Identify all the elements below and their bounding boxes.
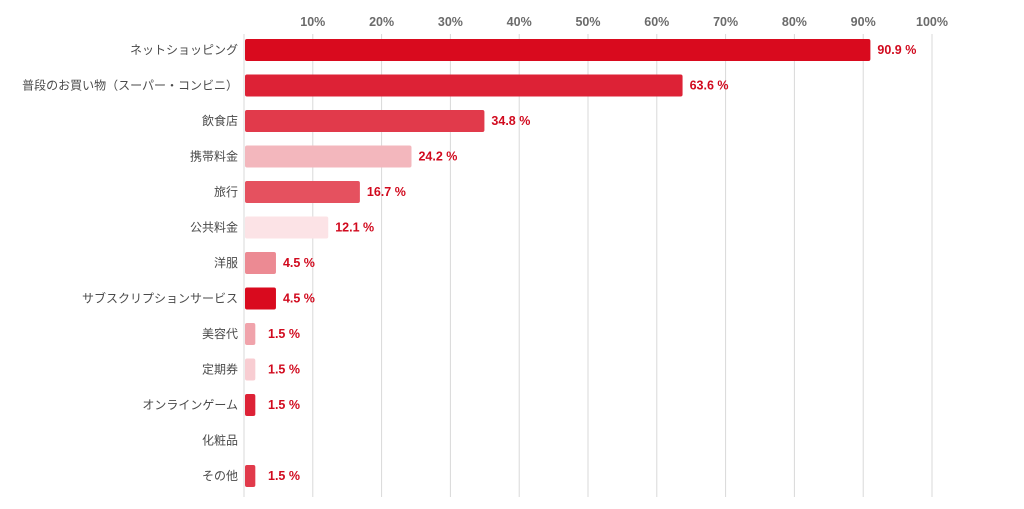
category-label: 飲食店 (202, 113, 238, 128)
category-label: サブスクリプションサービス (82, 291, 238, 306)
bar (245, 74, 683, 97)
data-label: 90.9 % (877, 43, 916, 57)
x-tick-label: 30% (438, 15, 463, 29)
data-label: 24.2 % (418, 150, 457, 164)
x-tick-label: 40% (507, 15, 532, 29)
category-label: 旅行 (214, 185, 238, 199)
category-label: 美容代 (202, 326, 238, 341)
bar (245, 287, 276, 310)
category-label: オンラインゲーム (142, 398, 238, 412)
data-labels: 90.9 % 63.6 % 34.8 % 24.2 % 16.7 % 12.1 % 4.5 … (268, 43, 916, 483)
data-label: 1.5 % (268, 327, 300, 341)
category-label: 公共料金 (190, 220, 238, 235)
x-tick-label: 100% (916, 15, 948, 29)
bar (245, 216, 329, 239)
data-label: 12.1 % (335, 221, 374, 235)
category-label: 定期券 (202, 362, 238, 377)
bar (245, 181, 360, 203)
x-tick-label: 20% (369, 15, 394, 29)
category-label: 化粧品 (202, 434, 238, 448)
bar (245, 110, 485, 132)
bar (245, 145, 412, 168)
data-label: 63.6 % (690, 79, 729, 93)
category-label: ネットショッピング (130, 43, 238, 57)
gridlines (243, 34, 933, 497)
x-tick-label: 60% (644, 15, 669, 29)
category-label: その他 (202, 469, 238, 483)
x-tick-label: 70% (713, 15, 738, 29)
data-label: 1.5 % (268, 363, 300, 377)
x-tick-label: 10% (300, 15, 325, 29)
bar (245, 323, 256, 345)
data-label: 1.5 % (268, 469, 300, 483)
data-label: 16.7 % (367, 185, 406, 199)
x-tick-label: 90% (851, 15, 876, 29)
data-label: 34.8 % (491, 114, 530, 128)
category-label: 普段のお買い物（スーパー・コンビニ） (22, 78, 238, 93)
category-label: 洋服 (214, 255, 238, 270)
data-label: 1.5 % (268, 398, 300, 412)
bar (245, 358, 256, 381)
data-label: 4.5 % (283, 256, 315, 270)
bar (245, 39, 871, 61)
x-tick-label: 80% (782, 15, 807, 29)
data-label: 4.5 % (283, 292, 315, 306)
x-tick-label: 50% (575, 15, 600, 29)
category-label: 携帯料金 (190, 149, 238, 164)
bar (245, 465, 256, 487)
bar (245, 394, 256, 416)
bar (245, 252, 276, 274)
x-axis-ticks: 10% 20% 30% 40% 50% 60% 70% 80% 90% 100% (300, 15, 948, 29)
bars (245, 39, 871, 487)
